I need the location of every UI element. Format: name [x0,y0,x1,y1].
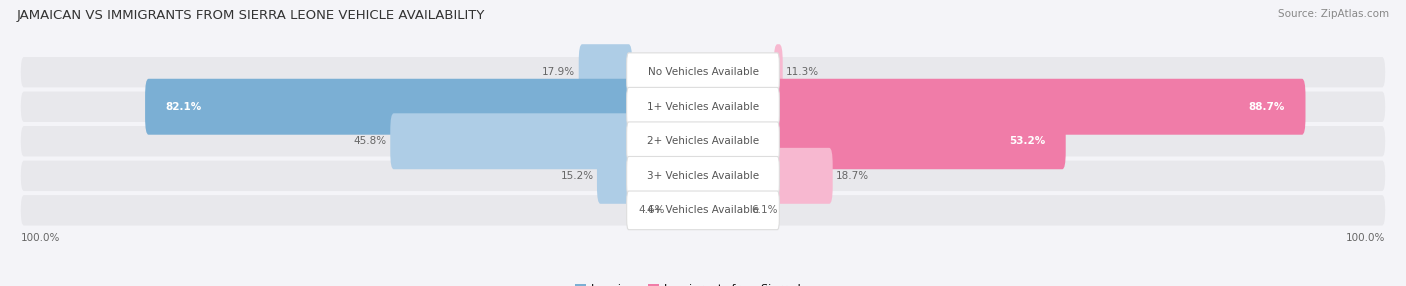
FancyBboxPatch shape [598,148,633,204]
Text: 17.9%: 17.9% [543,67,575,77]
FancyBboxPatch shape [773,44,783,100]
FancyBboxPatch shape [21,57,1385,88]
FancyBboxPatch shape [627,122,779,161]
FancyBboxPatch shape [627,156,779,195]
FancyBboxPatch shape [773,148,832,204]
FancyBboxPatch shape [21,161,1385,191]
FancyBboxPatch shape [21,195,1385,226]
FancyBboxPatch shape [21,126,1385,156]
Text: 2+ Vehicles Available: 2+ Vehicles Available [647,136,759,146]
Text: 82.1%: 82.1% [166,102,201,112]
Text: 45.8%: 45.8% [354,136,387,146]
Text: No Vehicles Available: No Vehicles Available [648,67,758,77]
Text: JAMAICAN VS IMMIGRANTS FROM SIERRA LEONE VEHICLE AVAILABILITY: JAMAICAN VS IMMIGRANTS FROM SIERRA LEONE… [17,9,485,21]
Text: 100.0%: 100.0% [1346,233,1385,243]
Text: 53.2%: 53.2% [1010,136,1046,146]
FancyBboxPatch shape [21,92,1385,122]
FancyBboxPatch shape [391,113,633,169]
FancyBboxPatch shape [627,53,779,92]
Text: Source: ZipAtlas.com: Source: ZipAtlas.com [1278,9,1389,19]
FancyBboxPatch shape [145,79,633,135]
FancyBboxPatch shape [773,79,1306,135]
Text: 88.7%: 88.7% [1249,102,1285,112]
Text: 18.7%: 18.7% [837,171,869,181]
FancyBboxPatch shape [627,191,779,230]
Text: 11.3%: 11.3% [786,67,820,77]
FancyBboxPatch shape [627,88,779,126]
FancyBboxPatch shape [579,44,633,100]
FancyBboxPatch shape [773,113,1066,169]
Legend: Jamaican, Immigrants from Sierra Leone: Jamaican, Immigrants from Sierra Leone [571,279,835,286]
Text: 1+ Vehicles Available: 1+ Vehicles Available [647,102,759,112]
Text: 15.2%: 15.2% [561,171,593,181]
Text: 6.1%: 6.1% [751,205,778,215]
Text: 4.6%: 4.6% [638,205,665,215]
Text: 4+ Vehicles Available: 4+ Vehicles Available [647,205,759,215]
Text: 3+ Vehicles Available: 3+ Vehicles Available [647,171,759,181]
Text: 100.0%: 100.0% [21,233,60,243]
